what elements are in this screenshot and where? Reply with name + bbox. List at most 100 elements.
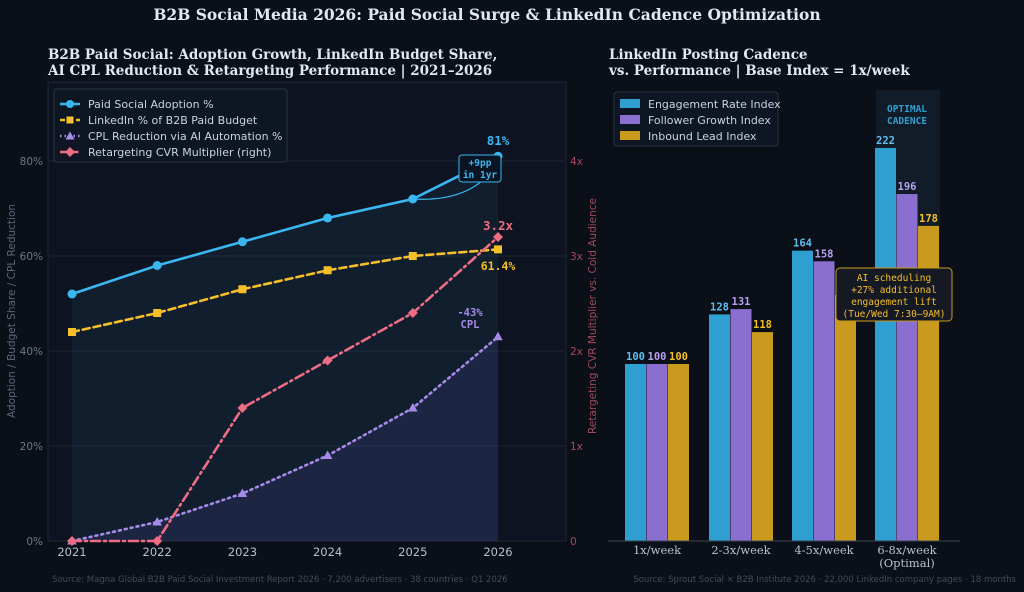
left-y-tick-label: 40% — [20, 346, 43, 358]
right-x-tick-label: 1x/week — [633, 543, 682, 557]
left-x-tick-label: 2021 — [57, 545, 86, 559]
linkedin-end-label: 61.4% — [481, 259, 516, 273]
left-x-tick-label: 2024 — [313, 545, 342, 559]
bar-value-label: 178 — [919, 213, 938, 225]
bar-0-0 — [625, 363, 646, 541]
series-0-point-2 — [237, 237, 247, 247]
bar-2-0 — [792, 250, 813, 542]
left-y-axis-label: Adoption / Budget Share / CPL Reduction — [6, 204, 18, 418]
legend-cpl-label: CPL Reduction via AI Automation % — [88, 130, 283, 143]
left-series-lines — [70, 155, 500, 543]
series-0-point-0 — [67, 289, 77, 299]
left-x-tick-label: 2026 — [483, 545, 512, 559]
series-3-point-0 — [67, 536, 77, 546]
left-legend: Paid Social Adoption % LinkedIn % of B2B… — [53, 88, 288, 163]
series-2-point-4 — [408, 403, 418, 412]
legend-lead-swatch — [620, 131, 640, 140]
adoption-end-label: 81% — [487, 133, 510, 148]
series-2-point-1 — [152, 517, 162, 526]
left-y2-tick-label: 1x — [570, 441, 583, 453]
left-y2-tick-label: 2x — [570, 346, 583, 358]
bar-value-label: 131 — [732, 296, 751, 308]
left-legend-box — [53, 88, 288, 163]
right-x-tick-label: 2-3x/week — [711, 543, 771, 557]
series-0-point-1 — [152, 261, 162, 270]
series-1-point-0 — [68, 328, 76, 336]
bar-2-2 — [835, 294, 856, 541]
ai-callout-line4: (Tue/Wed 7:30–9AM) — [843, 309, 946, 320]
left-series-markers — [67, 151, 503, 546]
area-fill-0 — [72, 156, 498, 542]
bar-0-1 — [646, 363, 668, 541]
ai-callout: AI scheduling +27% additional engagement… — [835, 267, 953, 322]
bar-1-1 — [730, 309, 752, 541]
left-x-tick-label: 2022 — [143, 545, 172, 559]
series-1-point-2 — [238, 285, 247, 294]
right-x-tick-label: 4-5x/week — [794, 543, 854, 557]
bar-1-0 — [709, 314, 730, 541]
right-x-ticks: 1x/week 2-3x/week 4-5x/week 6-8x/week(Optim… — [633, 543, 938, 570]
legend-engagement-label: Engagement Rate Index — [648, 98, 781, 111]
bar-value-label: 100 — [648, 351, 667, 363]
series-3-point-5 — [493, 232, 503, 242]
left-x-ticks: 2021 2022 2023 2024 2025 2026 — [57, 545, 512, 559]
left-y-tick-label: 80% — [20, 156, 43, 168]
jump-annotation-line2: in 1yr — [463, 170, 498, 181]
left-x-tick-label: 2025 — [398, 545, 427, 559]
bar-value-label: 164 — [793, 238, 812, 250]
bar-3-1 — [896, 194, 918, 541]
footer-source-left: Source: Magna Global B2B Paid Social Inv… — [52, 575, 508, 585]
series-2-point-2 — [237, 488, 248, 497]
series-1-point-3 — [323, 266, 332, 275]
series-line-1 — [70, 248, 500, 334]
figure-title: B2B Social Media 2026: Paid Social Surge… — [153, 5, 820, 24]
legend-cpl-marker — [65, 131, 75, 140]
series-2-point-5 — [493, 331, 503, 341]
jump-annotation-line1: +9pp — [469, 158, 492, 169]
bar-0-2 — [668, 363, 689, 541]
ai-callout-line3: engagement lift — [851, 297, 937, 308]
bar-value-label: 196 — [898, 181, 917, 193]
legend-linkedin-label: LinkedIn % of B2B Paid Budget — [88, 114, 258, 127]
series-0-point-3 — [323, 213, 333, 223]
left-y2-tick-label: 3x — [570, 251, 583, 263]
bar-value-label: 222 — [876, 135, 895, 147]
left-y-tick-label: 0% — [26, 536, 43, 548]
bar-value-label: 128 — [710, 301, 729, 313]
legend-adoption-marker — [66, 100, 74, 108]
optimal-label-line2: CADENCE — [887, 116, 927, 127]
left-y2-ticks: 0 1x 2x 3x 4x — [570, 156, 583, 548]
right-chart-title-line2: vs. Performance | Base Index = 1x/week — [608, 63, 910, 79]
bar-value-label: 118 — [753, 319, 772, 331]
left-y-tick-label: 60% — [20, 251, 43, 263]
left-area-fills — [72, 156, 498, 542]
bar-value-label: 100 — [626, 351, 645, 363]
right-chart-title-line1: LinkedIn Posting Cadence — [609, 47, 808, 63]
bar-3-0 — [875, 148, 896, 541]
legend-follower-label: Follower Growth Index — [648, 114, 771, 127]
series-line-0 — [70, 155, 500, 296]
legend-lead-label: Inbound Lead Index — [648, 130, 757, 143]
retargeting-end-label: 3.2x — [483, 218, 514, 233]
series-3-point-1 — [152, 536, 163, 546]
series-3-point-3 — [322, 355, 333, 366]
cpl-annotation-line2: CPL — [461, 319, 480, 331]
series-0-point-4 — [408, 194, 418, 204]
left-y2-tick-label: 4x — [570, 156, 583, 168]
series-line-2 — [70, 335, 500, 543]
series-3-point-2 — [237, 403, 248, 413]
series-line-3 — [70, 235, 500, 543]
series-1-point-5 — [494, 245, 502, 254]
bar-2-1 — [813, 261, 835, 541]
bar-1-2 — [752, 332, 773, 541]
left-chart-title-line2: AI CPL Reduction & Retargeting Performan… — [47, 63, 492, 79]
optimal-label-line1: OPTIMAL — [887, 104, 927, 115]
left-y-ticks: 0% 20% 40% 60% 80% — [20, 156, 43, 548]
right-legend-box — [613, 91, 779, 147]
area-fill-2 — [72, 336, 498, 541]
right-x-tick-sublabel: (Optimal) — [879, 556, 935, 570]
cpl-annotation-line1: -43% — [457, 307, 483, 319]
legend-retargeting-label: Retargeting CVR Multiplier (right) — [88, 146, 271, 159]
left-y2-axis-label: Retargeting CVR Multiplier vs. Cold Audi… — [587, 198, 599, 434]
